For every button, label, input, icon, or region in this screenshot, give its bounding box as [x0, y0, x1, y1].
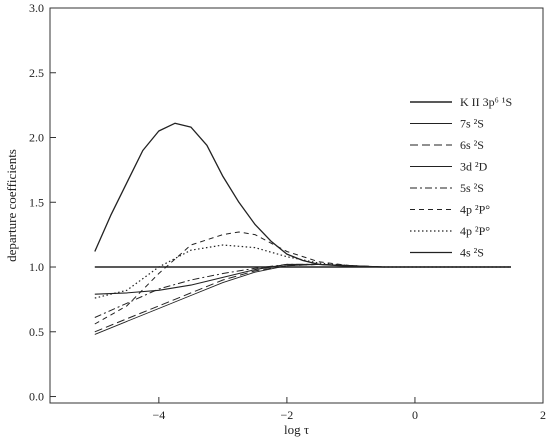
x-axis-label: log τ — [284, 422, 309, 437]
series-line-5 — [94, 231, 511, 325]
series-line-2 — [94, 263, 511, 333]
y-tick-label: 0.5 — [29, 325, 44, 339]
series-line-3 — [94, 263, 511, 335]
x-tick-label: −4 — [152, 408, 165, 422]
legend-label: K II 3p⁶ ¹S — [460, 95, 512, 109]
y-tick-label: 3.0 — [29, 1, 44, 15]
y-tick-label: 2.5 — [29, 66, 44, 80]
legend-label: 4p ²P° — [460, 203, 490, 217]
x-tick-label: 0 — [412, 408, 418, 422]
legend-label: 7s ²S — [460, 117, 484, 131]
plot-area: −4 −2 0 2 0.0 0.5 1.0 1.5 2.0 2.5 3.0 K II 3p⁶ ¹S 7… — [29, 1, 546, 422]
legend: K II 3p⁶ ¹S 7s ²S 6s ²S 3d ²D 5s ²S 4p ²P° 4p … — [410, 95, 512, 260]
y-tick-label: 1.5 — [29, 195, 44, 209]
series-line-7 — [94, 122, 511, 268]
x-tick-label: −2 — [281, 408, 294, 422]
series-layer — [94, 122, 511, 335]
legend-label: 4s ²S — [460, 246, 484, 260]
y-tick-label: 0.0 — [29, 390, 44, 404]
legend-label: 5s ²S — [460, 181, 484, 195]
axis-ticks: −4 −2 0 2 0.0 0.5 1.0 1.5 2.0 2.5 3.0 — [29, 1, 546, 422]
legend-label: 6s ²S — [460, 138, 484, 152]
plot-frame — [49, 7, 544, 404]
x-tick-label: 2 — [540, 408, 546, 422]
y-axis-label: departure coefficients — [4, 149, 19, 262]
legend-label: 3d ²D — [460, 160, 488, 174]
y-tick-label: 1.0 — [29, 260, 44, 274]
legend-label: 4p ²P° — [460, 224, 490, 238]
y-tick-label: 2.0 — [29, 131, 44, 145]
series-line-1 — [94, 263, 511, 295]
